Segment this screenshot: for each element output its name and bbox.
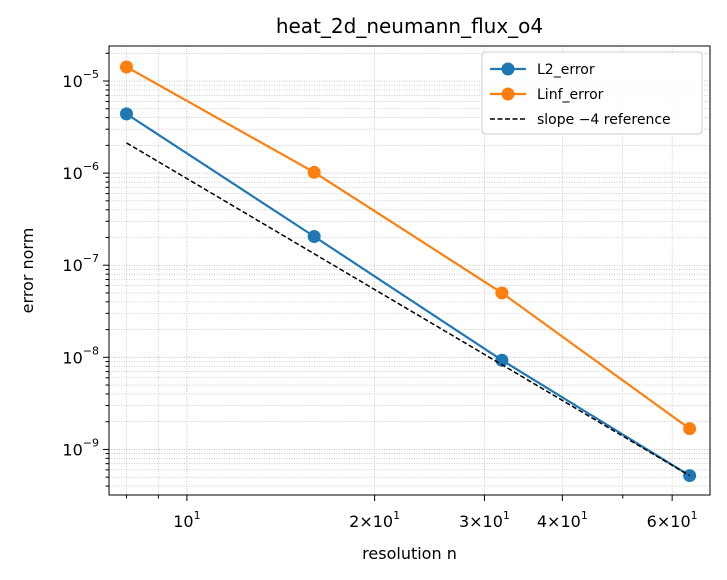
- linf-error-point: [683, 422, 697, 436]
- legend-marker-l2-error: [501, 62, 515, 76]
- x-tick-label: 101: [173, 509, 200, 531]
- axis-tick-labels: 101 2×101 3×101 4×101 6×101 10−5 10−6 10−7 10−8 1…: [62, 68, 697, 531]
- linf-error-point: [495, 286, 509, 300]
- chart-title: heat_2d_neumann_flux_o4: [276, 14, 543, 38]
- y-tick-label: 10−8: [62, 344, 99, 367]
- x-axis-label: resolution n: [362, 544, 457, 563]
- y-tick-label: 10−7: [62, 252, 99, 275]
- x-tick-label: 6×101: [647, 509, 698, 531]
- x-tick-label: 3×101: [459, 509, 510, 531]
- axis-ticks: [103, 52, 673, 501]
- l2-error-point: [495, 353, 509, 367]
- x-tick-label: 2×101: [349, 509, 400, 531]
- legend-label: slope −4 reference: [537, 112, 671, 128]
- legend-label: Linf_error: [537, 87, 604, 103]
- l2-error-point: [683, 469, 697, 483]
- series-layer: [119, 60, 697, 483]
- plot-frame: [108, 45, 711, 496]
- linf-error-point: [119, 60, 133, 74]
- l2-error-point: [119, 107, 133, 121]
- linf-error-point: [307, 165, 321, 179]
- reference-line: [126, 142, 690, 477]
- y-tick-label: 10−6: [62, 160, 99, 183]
- legend-label: L2_error: [537, 62, 595, 78]
- y-axis-label: error norm: [18, 228, 37, 314]
- linf-error-line: [125, 66, 691, 430]
- x-tick-label: 4×101: [537, 509, 588, 531]
- l2-error-line: [125, 112, 691, 477]
- y-tick-label: 10−5: [62, 68, 99, 91]
- legend-marker-linf-error: [501, 87, 515, 101]
- y-tick-label: 10−9: [62, 436, 99, 459]
- l2-error-point: [307, 230, 321, 244]
- legend-box: [481, 51, 703, 135]
